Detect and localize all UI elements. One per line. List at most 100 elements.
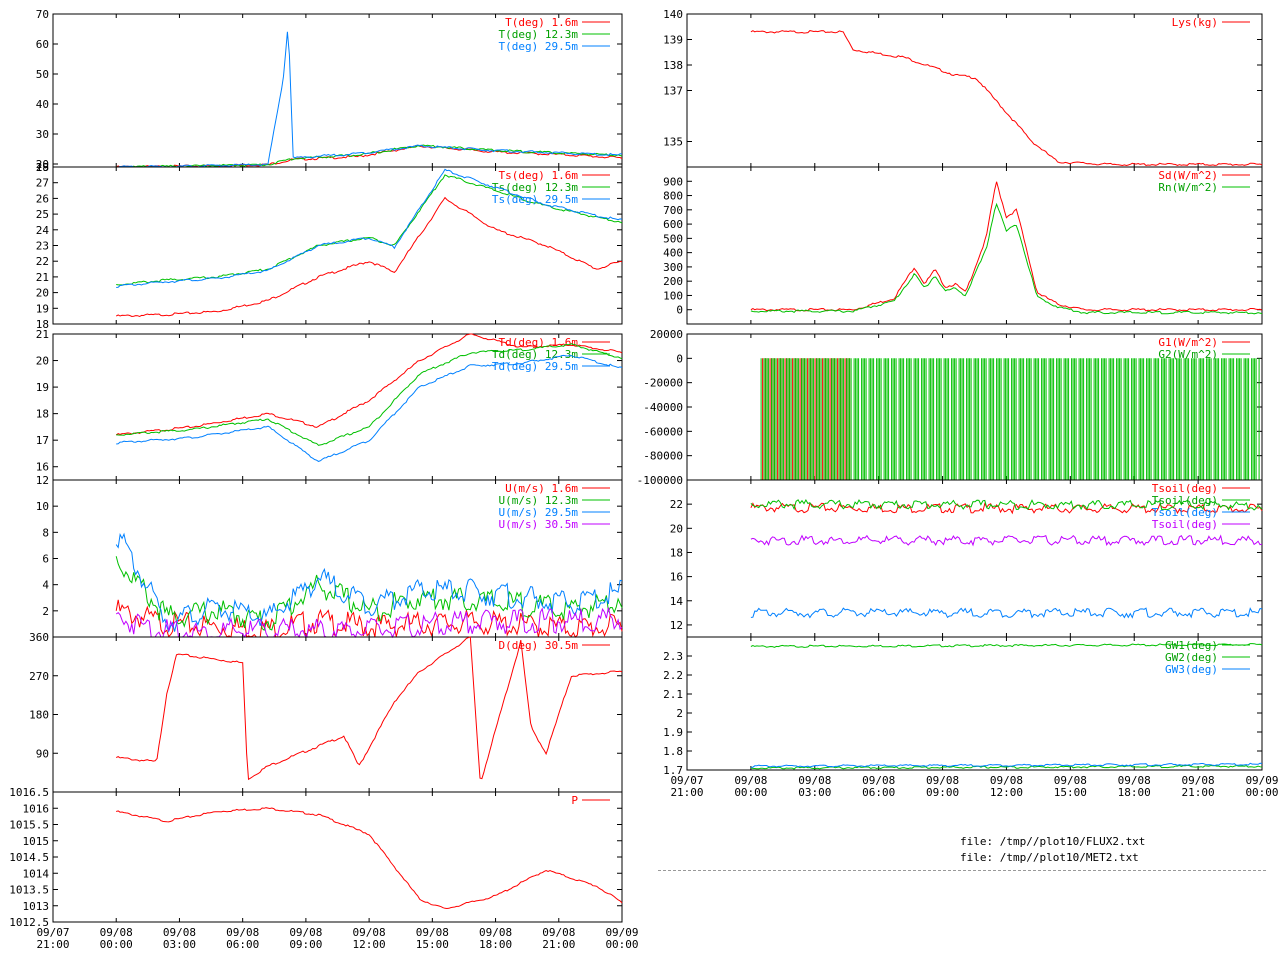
legend-label: U(m/s) 12.3m [499, 494, 579, 507]
y-tick-label: 0 [676, 352, 683, 365]
series-line [750, 534, 1263, 547]
series-line [116, 807, 623, 910]
y-tick-label: 2.1 [663, 688, 683, 701]
x-tick-date: 09/08 [100, 926, 133, 939]
y-tick-label: 2.3 [663, 650, 683, 663]
x-tick-date: 09/08 [479, 926, 512, 939]
y-tick-label: 28 [36, 161, 49, 174]
y-tick-label: 4 [42, 579, 49, 592]
y-tick-label: 2 [676, 707, 683, 720]
series-line [115, 333, 623, 436]
x-tick-time: 00:00 [100, 938, 133, 951]
file-info: file: /tmp//plot10/FLUX2.txt file: /tmp/… [960, 834, 1145, 866]
legend-label: G2(W/m^2) [1158, 348, 1218, 361]
y-tick-label: 1.7 [663, 764, 683, 777]
y-tick-label: 16 [670, 571, 683, 584]
separator-line [658, 870, 1266, 871]
panel-soil_temp: 222018161412Tsoil(deg)Tsoil(deg)Tsoil(de… [670, 479, 1263, 638]
legend-label: Ts(deg) 12.3m [492, 181, 578, 194]
y-tick-label: 21 [36, 271, 49, 284]
series-line [116, 354, 623, 462]
x-tick-date: 09/08 [862, 774, 895, 787]
x-tick-date: 09/07 [670, 774, 703, 787]
legend-label: U(m/s) 1.6m [505, 482, 578, 495]
y-tick-label: 600 [663, 218, 683, 231]
y-tick-label: 30 [36, 128, 49, 141]
file-name: file: /tmp//plot10/MET2.txt [960, 851, 1139, 864]
y-tick-label: 139 [663, 34, 683, 47]
x-tick-time: 00:00 [734, 786, 767, 799]
y-tick-label: 900 [663, 175, 683, 188]
legend-label: T(deg) 29.5m [499, 40, 579, 53]
panel-pressure: 1016.5 1016 1015.5 1015 1014.5 1014 1013.5 1013… [9, 786, 623, 929]
y-tick-label: 1014 [23, 867, 50, 880]
panel-wind_speed: 12 10 8 6 4 2 U(m/s) 1.6mU(m/s) 12.3mU(m/s) 29… [36, 474, 623, 639]
y-tick-label: 360 [29, 631, 49, 644]
y-tick-label: 500 [663, 232, 683, 245]
series-line [115, 196, 623, 318]
x-tick-time: 21:00 [1182, 786, 1215, 799]
legend-label: T(deg) 1.6m [505, 16, 578, 29]
y-tick-label: 26 [36, 192, 49, 205]
y-tick-label: 2.2 [663, 669, 683, 682]
y-tick-label: 20 [36, 158, 49, 171]
x-tick-time: 21:00 [542, 938, 575, 951]
legend-label: T(deg) 12.3m [499, 28, 579, 41]
legend-label: GW2(deg) [1165, 651, 1218, 664]
legend-label: U(m/s) 30.5m [499, 518, 579, 531]
y-tick-label: 20 [36, 287, 49, 300]
series-line [750, 181, 1263, 312]
y-tick-label: 135 [663, 136, 683, 149]
legend-label: Tsoil(deg) [1152, 506, 1218, 519]
y-tick-label: 400 [663, 247, 683, 260]
x-tick-date: 09/08 [798, 774, 831, 787]
series-line [750, 764, 1263, 770]
panel-ground_water: 2.3 2.2 2.1 2 1.9 1.8 1.7 GW1(deg)GW2(deg)GW3(d… [663, 636, 1263, 777]
x-tick-time: 18:00 [1118, 786, 1151, 799]
y-tick-label: 8 [42, 526, 49, 539]
legend-label: Ts(deg) 29.5m [492, 193, 578, 206]
x-tick-time: 03:00 [798, 786, 831, 799]
legend-label: Rn(W/m^2) [1158, 181, 1218, 194]
legend-label: Sd(W/m^2) [1158, 169, 1218, 182]
y-tick-label: 1015.5 [9, 819, 49, 832]
y-tick-label: 100 [663, 289, 683, 302]
series-line [750, 502, 1263, 515]
y-tick-label: 1015 [23, 835, 50, 848]
series-line [116, 174, 623, 286]
series-line [115, 532, 623, 633]
y-tick-label: 270 [29, 670, 49, 683]
panel-lysimeter: 140 139 138 137 135 Lys(kg) [663, 8, 1263, 168]
x-tick-date: 09/08 [289, 926, 322, 939]
y-tick-label: 22 [670, 498, 683, 511]
y-tick-label: 40 [36, 98, 49, 111]
panel-ground_flux: 20000 0 -20000 -40000 -60000 -80000 -100000 G1(… [637, 328, 1263, 487]
y-tick-label: 14 [670, 595, 684, 608]
legend-label: Td(deg) 1.6m [499, 336, 579, 349]
y-tick-label: 1016 [23, 802, 50, 815]
y-tick-label: -40000 [643, 401, 683, 414]
y-tick-label: 140 [663, 8, 683, 21]
y-tick-label: 50 [36, 68, 49, 81]
y-tick-label: 20 [36, 355, 49, 368]
legend-label: G1(W/m^2) [1158, 336, 1218, 349]
x-tick-time: 21:00 [670, 786, 703, 799]
y-tick-label: 16 [36, 461, 49, 474]
panel-wind_dir: 360 270 180 90 D(deg) 30.5m [29, 631, 623, 793]
y-tick-label: -100000 [637, 474, 683, 487]
x-tick-date: 09/08 [353, 926, 386, 939]
y-tick-label: 25 [36, 208, 49, 221]
legend-label: Td(deg) 12.3m [492, 348, 578, 361]
x-tick-date: 09/08 [226, 926, 259, 939]
legend-label: GW3(deg) [1165, 663, 1218, 676]
y-tick-label: 19 [36, 161, 49, 174]
x-tick-time: 12:00 [990, 786, 1023, 799]
y-tick-label: 70 [36, 8, 49, 21]
legend-label: Ts(deg) 1.6m [499, 169, 579, 182]
legend-label: Tsoil(deg) [1152, 518, 1218, 531]
legend-label: U(m/s) 29.5m [499, 506, 579, 519]
series-line [116, 168, 623, 288]
